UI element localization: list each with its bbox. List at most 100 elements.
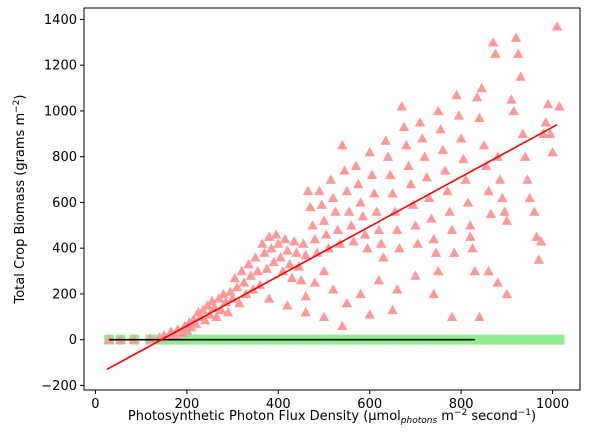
triangle-point [327,284,339,294]
triangle-point [254,279,266,289]
triangle-point [291,247,302,257]
y-tick-label: −200 [41,379,77,394]
triangle-point [497,192,508,203]
triangle-point [551,21,563,31]
triangle-point [540,117,551,127]
triangle-point [407,199,419,209]
triangle-point [439,165,451,175]
triangle-point [186,321,197,332]
triangle-point [346,220,357,230]
triangle-point [494,174,506,184]
triangle-point [460,174,471,184]
x-axis-title: Photosynthetic Photon Flux Density (µmol… [128,408,536,426]
triangle-point [327,192,339,203]
triangle-point [513,48,524,58]
y-tick-label: 200 [52,287,77,302]
triangle-point [492,277,503,287]
triangle-point [257,238,268,248]
triangle-point [515,71,526,81]
triangle-point [259,247,270,257]
triangle-point [273,238,284,248]
triangle-point [355,288,366,299]
triangle-point [341,297,353,308]
triangle-point [474,311,485,321]
triangle-point [437,144,449,154]
triangle-point [401,140,412,150]
triangle-point [261,263,273,273]
triangle-point [300,307,311,317]
triangle-point [373,224,385,235]
triangle-point [236,265,247,276]
triangle-point [426,213,437,223]
triangle-point [510,32,522,42]
triangle-point [471,92,483,102]
triangle-point [245,270,257,280]
triangle-point [522,174,533,184]
triangle-point [444,206,455,216]
triangle-point [268,256,279,267]
triangle-point [398,121,410,132]
plot-frame [83,7,581,391]
triangle-point [490,48,501,58]
triangle-point [337,140,348,150]
triangle-point [181,325,193,335]
triangle-point [421,172,433,182]
x-tick-label: 800 [449,397,474,412]
triangle-point [433,105,444,116]
triangle-point [211,311,222,321]
triangle-point [458,153,469,164]
triangle-point [391,224,403,235]
triangle-point [483,185,494,196]
y-axis-title: Total Crop Biomass (grams m−2) [12,95,28,305]
triangle-point [252,265,263,276]
square-point [554,334,565,345]
y-tick-label: 800 [52,150,77,165]
triangle-point [314,185,325,196]
triangle-point [387,188,398,198]
triangle-point [499,206,510,216]
triangle-point [353,178,364,189]
triangle-point [330,206,341,216]
triangle-point [307,220,318,230]
triangle-point [483,265,494,276]
trend-line [106,123,558,371]
triangle-point [430,247,442,257]
triangle-point [364,309,375,319]
triangle-point [501,215,513,225]
triangle-point [375,238,387,248]
y-tick-label: 1200 [44,59,77,74]
triangle-point [369,188,380,198]
triangle-point [476,82,487,93]
triangle-point [449,247,460,257]
triangle-point [508,105,519,116]
triangle-point [419,151,430,161]
triangle-point [423,192,435,203]
triangle-point [286,272,298,283]
triangle-point [412,238,423,248]
triangle-point [481,160,492,170]
triangle-point [405,178,417,189]
triangle-point [394,242,405,253]
triangle-point [371,206,382,216]
triangle-point [535,236,547,246]
triangle-point [410,270,421,280]
triangle-point [318,215,330,225]
triangle-point [442,185,453,196]
triangle-point [501,288,513,299]
triangle-point [414,117,426,127]
triangle-point [366,169,378,180]
triangle-point [364,146,375,157]
x-tick-label: 600 [357,397,382,412]
triangle-point [305,201,316,212]
triangle-point [519,151,531,161]
triangle-point [417,133,428,143]
triangle-point [341,185,353,196]
triangle-point [478,140,490,150]
triangle-point [225,286,236,296]
triangle-point [300,291,311,301]
triangle-point [465,231,476,241]
triangle-point [474,112,485,122]
triangle-point [455,133,467,143]
y-tick-label: 0 [69,333,77,348]
triangle-point [348,236,359,246]
